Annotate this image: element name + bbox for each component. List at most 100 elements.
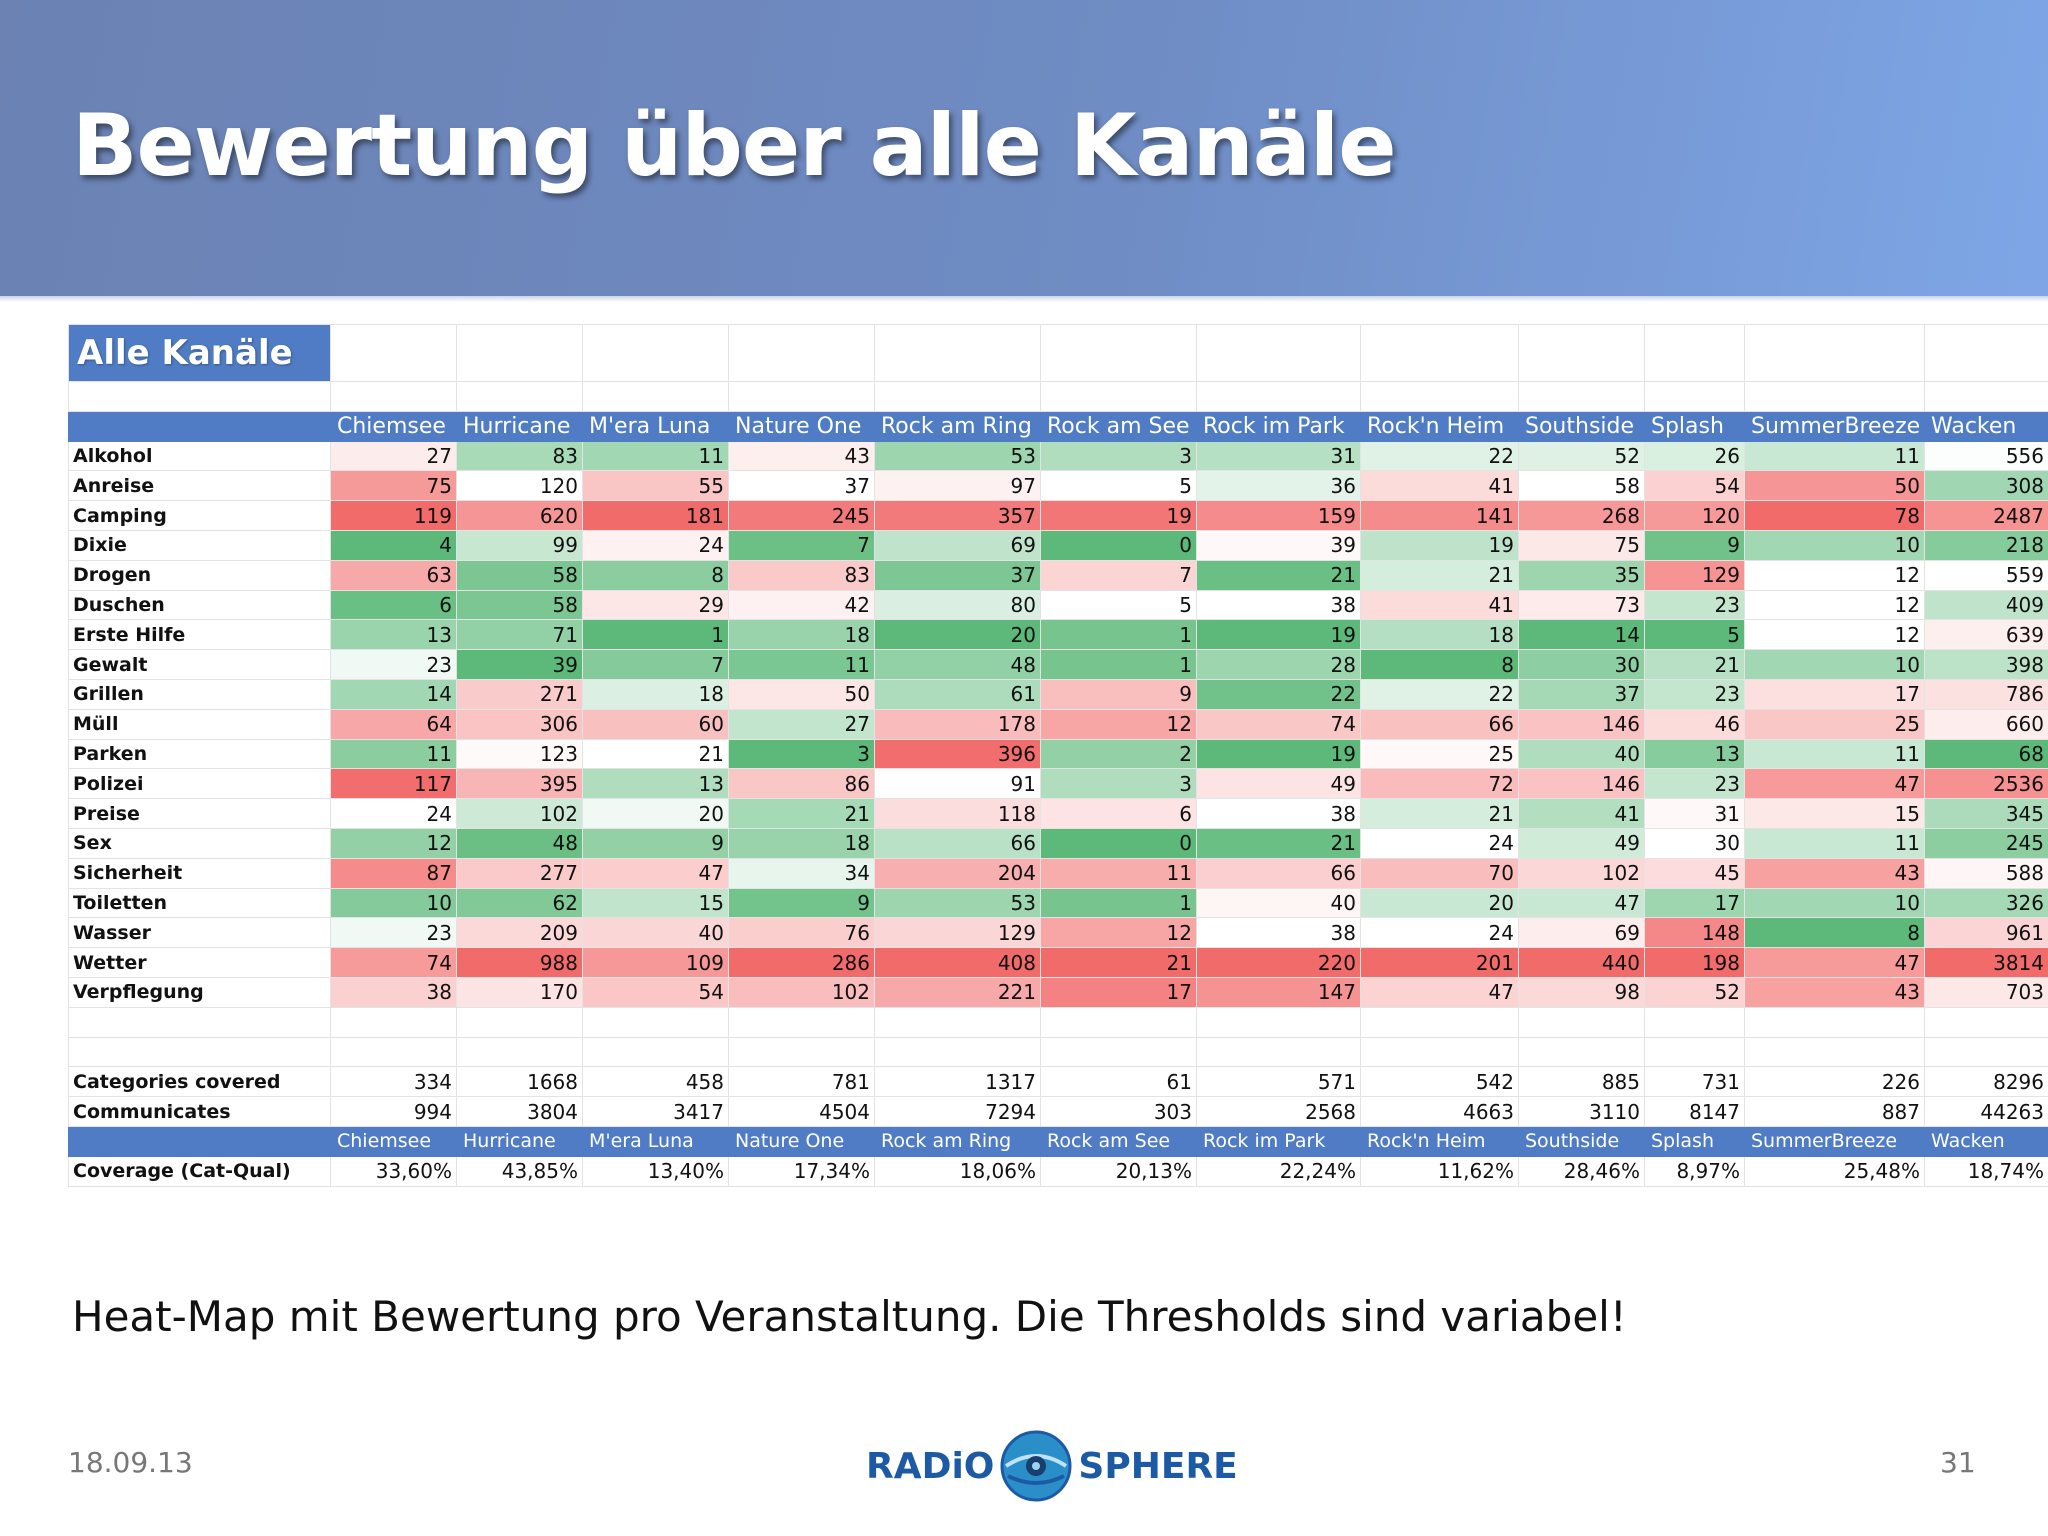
- heat-cell: 1: [1040, 887, 1197, 919]
- table-row: Grillen 14 271 18 50 61 9 22 22 37 23 17 786: [68, 678, 2048, 710]
- empty-cell: [1518, 1036, 1645, 1068]
- heat-cell: 102: [728, 976, 875, 1008]
- logo-text-left: RADiO: [866, 1445, 995, 1487]
- column-header: Southside: [1518, 1125, 1645, 1157]
- heat-cell: 41: [1360, 589, 1519, 621]
- heat-cell: 2487: [1924, 500, 2048, 531]
- heat-cell: 102: [456, 798, 583, 829]
- heat-cell: 21: [1196, 559, 1361, 591]
- blank-row: [68, 1036, 2048, 1068]
- empty-cell: [456, 324, 583, 382]
- heat-cell: 588: [1924, 857, 2048, 889]
- heat-cell: 55: [582, 470, 729, 502]
- heat-cell: 159: [1196, 500, 1361, 531]
- coverage-cell: 25,48%: [1744, 1155, 1925, 1187]
- empty-cell: [1924, 1036, 2048, 1068]
- heat-cell: 91: [874, 768, 1041, 800]
- row-label: Drogen: [68, 559, 331, 591]
- heat-cell: 74: [1196, 708, 1361, 740]
- column-header: Wacken: [1924, 1125, 2048, 1157]
- heat-cell: 1: [1040, 649, 1197, 680]
- heat-cell: 23: [1644, 768, 1745, 800]
- column-header: Wacken: [1924, 410, 2048, 442]
- heat-cell: 40: [1196, 887, 1361, 919]
- coverage-cell: 33,60%: [330, 1155, 457, 1187]
- heat-cell: 37: [1518, 678, 1645, 710]
- heat-cell: 87: [330, 857, 457, 889]
- heat-cell: 74: [330, 947, 457, 978]
- heat-cell: 409: [1924, 589, 2048, 621]
- heat-cell: 786: [1924, 678, 2048, 710]
- empty-cell: [68, 1036, 331, 1068]
- heat-cell: 398: [1924, 649, 2048, 680]
- empty-cell: [456, 1006, 583, 1038]
- empty-cell: [1644, 1006, 1745, 1038]
- heat-cell: 639: [1924, 619, 2048, 651]
- coverage-cell: 22,24%: [1196, 1155, 1361, 1187]
- heat-cell: 48: [456, 827, 583, 859]
- coverage-row: Coverage (Cat-Qual) 33,60% 43,85% 13,40% 17,…: [68, 1155, 2048, 1187]
- empty-cell: [456, 1036, 583, 1068]
- heat-cell: 21: [728, 798, 875, 829]
- heat-cell: 69: [874, 529, 1041, 561]
- heat-cell: 99: [456, 529, 583, 561]
- heat-cell: 83: [728, 559, 875, 591]
- heat-cell: 11: [1744, 440, 1925, 472]
- heat-cell: 18: [728, 827, 875, 859]
- heat-cell: 117: [330, 768, 457, 800]
- header-corner: [68, 410, 331, 442]
- heat-cell: 396: [874, 738, 1041, 770]
- heat-cell: 35: [1518, 559, 1645, 591]
- empty-cell: [1040, 1036, 1197, 1068]
- heat-cell: 23: [1644, 678, 1745, 710]
- column-header: Rock im Park: [1196, 1125, 1361, 1157]
- heat-cell: 61: [874, 678, 1041, 710]
- heat-cell: 38: [330, 976, 457, 1008]
- summary-row: Communicates 994 3804 3417 4504 7294 303 2568 46…: [68, 1096, 2048, 1127]
- heat-cell: 10: [1744, 887, 1925, 919]
- coverage-cell: 17,34%: [728, 1155, 875, 1187]
- row-label: Sicherheit: [68, 857, 331, 889]
- heat-cell: 43: [1744, 857, 1925, 889]
- empty-cell: [728, 1036, 875, 1068]
- heat-cell: 147: [1196, 976, 1361, 1008]
- heat-cell: 6: [1040, 798, 1197, 829]
- heat-cell: 70: [1360, 857, 1519, 889]
- row-label: Parken: [68, 738, 331, 770]
- row-label: Müll: [68, 708, 331, 740]
- summary-cell: 731: [1644, 1066, 1745, 1098]
- empty-cell: [1924, 324, 2048, 382]
- heat-cell: 3: [728, 738, 875, 770]
- summary-label: Communicates: [68, 1096, 331, 1127]
- summary-cell: 3804: [456, 1096, 583, 1127]
- empty-cell: [1360, 324, 1519, 382]
- table-row: Camping 119 620 181 245 357 19 159 141 268 120 78 24…: [68, 500, 2048, 531]
- radiosphere-logo: RADiO SPHERE: [866, 1428, 1238, 1504]
- summary-cell: 885: [1518, 1066, 1645, 1098]
- column-header: M'era Luna: [582, 1125, 729, 1157]
- coverage-cell: 28,46%: [1518, 1155, 1645, 1187]
- heat-cell: 58: [456, 589, 583, 621]
- heat-cell: 11: [728, 649, 875, 680]
- header-row: Chiemsee Hurricane M'era Luna Nature One Roc…: [68, 410, 2048, 442]
- empty-cell: [728, 381, 875, 412]
- heat-cell: 39: [1196, 529, 1361, 561]
- empty-cell: [1518, 324, 1645, 382]
- coverage-cell: 18,74%: [1924, 1155, 2048, 1187]
- row-label: Anreise: [68, 470, 331, 502]
- row-label: Preise: [68, 798, 331, 829]
- empty-cell: [330, 324, 457, 382]
- empty-cell: [1644, 1036, 1745, 1068]
- radio-globe-icon: [1000, 1430, 1072, 1502]
- heat-cell: 19: [1360, 529, 1519, 561]
- row-label: Erste Hilfe: [68, 619, 331, 651]
- heatmap-table: Alle Kanäle Chiemsee Hurricane M'era Luna Na…: [68, 324, 2048, 1187]
- column-header: Rock'n Heim: [1360, 1125, 1519, 1157]
- heat-cell: 18: [1360, 619, 1519, 651]
- heat-cell: 29: [582, 589, 729, 621]
- slide-caption: Heat-Map mit Bewertung pro Veranstaltung…: [72, 1292, 1627, 1341]
- heat-cell: 19: [1196, 619, 1361, 651]
- heat-cell: 10: [1744, 529, 1925, 561]
- heat-cell: 7: [582, 649, 729, 680]
- row-label: Camping: [68, 500, 331, 531]
